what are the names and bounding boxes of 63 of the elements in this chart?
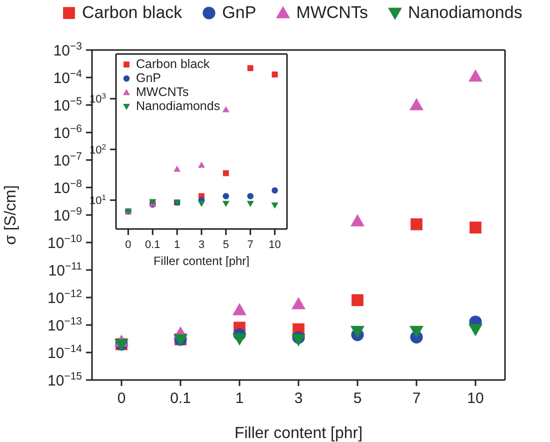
x-tick-label: 5 — [222, 239, 229, 251]
point — [222, 200, 230, 207]
point — [468, 69, 482, 82]
point — [350, 214, 364, 226]
point — [271, 202, 278, 209]
x-tick-label: 10 — [268, 239, 281, 251]
x-tick-label: 1 — [235, 390, 244, 407]
y-tick-label: 10$^{−8}$ — [53, 178, 82, 197]
point — [410, 326, 424, 338]
legend-label: MWCNTs — [135, 85, 190, 100]
x-tick-label: 7 — [412, 390, 421, 407]
point — [232, 303, 246, 316]
x-tick-label: 0 — [125, 239, 132, 251]
y-tick-label: 10$^{−11}$ — [48, 260, 82, 280]
y-tick-label: 10$^{−6}$ — [53, 122, 82, 142]
y-tick-label: 10$^{−4}$ — [53, 68, 82, 87]
x-axis-title: Filler content [phr] — [234, 425, 363, 442]
legend-label: Nanodiamonds — [406, 3, 522, 22]
legend-label: GnP — [221, 3, 256, 22]
y-tick-label: 10$^{−3}$ — [53, 40, 82, 60]
x-tick-label: 3 — [294, 390, 303, 407]
y-axis-title: σ [S/cm] — [2, 185, 20, 245]
legend-label: Carbon black — [81, 3, 182, 22]
legend-label: Carbon black — [135, 57, 211, 72]
legend-label: Nanodiamonds — [135, 99, 220, 114]
point — [247, 192, 254, 200]
point — [222, 106, 230, 112]
point — [292, 297, 306, 310]
x-tick-label: 1 — [174, 239, 180, 251]
y-tick-label: 10$^{−7}$ — [53, 150, 82, 170]
y-tick-label: 10$^{−14}$ — [48, 342, 82, 362]
x-tick-label: 10 — [467, 390, 484, 407]
x-tick-label: 3 — [198, 239, 205, 251]
y-tick-label: 10$^{−12}$ — [48, 288, 82, 307]
x-tick-label: 0 — [117, 390, 126, 407]
x-tick-label: 5 — [353, 390, 362, 407]
x-tick-label: 0.1 — [144, 239, 160, 251]
point — [470, 222, 482, 234]
point — [410, 98, 424, 110]
y-tick-label: 10$^{−9}$ — [53, 205, 82, 224]
point — [272, 187, 278, 194]
y-tick-label: 10$^{−15}$ — [48, 370, 82, 390]
y-tick-label: 10$^{−13}$ — [48, 315, 82, 334]
point — [198, 200, 205, 207]
y-tick-label: 10$^{−5}$ — [53, 95, 82, 114]
point — [292, 334, 306, 346]
point — [247, 65, 254, 72]
point — [246, 200, 254, 207]
point — [468, 324, 482, 336]
x-tick-label: 0.1 — [170, 390, 191, 407]
y-tick-label: 10$^{−10}$ — [48, 232, 82, 252]
point — [174, 166, 181, 172]
point — [198, 162, 205, 168]
point — [272, 72, 278, 78]
point — [410, 218, 422, 230]
x-tick-label: 7 — [247, 239, 254, 251]
point — [222, 170, 229, 176]
point — [352, 294, 364, 306]
legend-label: GnP — [135, 71, 162, 86]
point — [350, 326, 364, 338]
point — [232, 333, 246, 346]
point — [222, 192, 230, 200]
legend-label: MWCNTs — [295, 3, 368, 22]
